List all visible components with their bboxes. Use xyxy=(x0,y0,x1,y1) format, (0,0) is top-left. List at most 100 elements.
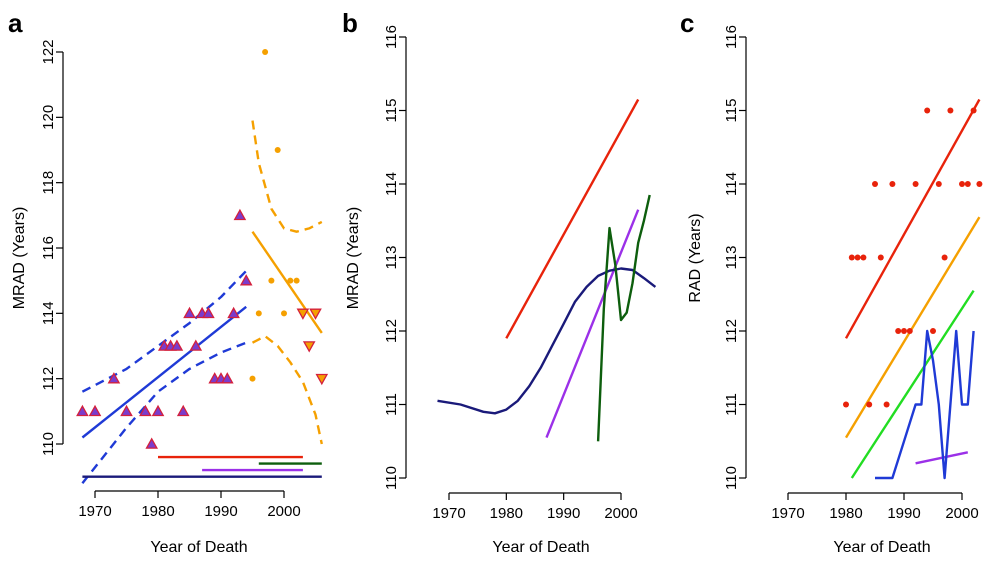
panel-b-ylabel: MRAD (Years) xyxy=(345,207,362,310)
data-point xyxy=(866,401,873,408)
series-line xyxy=(251,231,323,334)
data-point xyxy=(976,181,983,187)
data-point xyxy=(848,254,855,261)
data-point xyxy=(170,339,184,351)
panel-a-axes: 1970 1980 1990 2000 110 112 114 116 118 120 122 xyxy=(40,39,301,520)
data-point xyxy=(935,181,942,187)
panel-a-ylabel: MRAD (Years) xyxy=(11,207,28,310)
panel-letter-a: a xyxy=(8,8,23,38)
x-tick-label: 1980 xyxy=(829,505,862,522)
x-tick-label: 1980 xyxy=(490,505,523,522)
data-point xyxy=(959,181,965,187)
series-line xyxy=(875,329,975,480)
data-point xyxy=(912,181,919,187)
panel-c-axes: 1970 1980 1990 2000 110 111 112 113 114 115 116 xyxy=(723,25,979,522)
data-point xyxy=(255,310,262,317)
x-tick-label: 1990 xyxy=(547,505,580,522)
series-line xyxy=(81,341,247,484)
data-point xyxy=(249,375,256,382)
y-tick-label: 113 xyxy=(383,246,400,270)
data-point xyxy=(964,181,971,187)
series-line xyxy=(545,209,640,439)
data-point xyxy=(930,328,936,334)
panel-b: b 1970 1980 1990 2000110111112113114115116 … xyxy=(342,8,657,556)
panel-a: a 1970 1980 1990 2000110112114116118120122 … xyxy=(8,8,329,556)
data-point xyxy=(296,308,310,320)
y-tick-label: 112 xyxy=(383,319,400,343)
y-tick-label: 118 xyxy=(40,171,57,195)
data-point xyxy=(189,339,203,351)
panel-c-xlabel: Year of Death xyxy=(833,539,930,556)
data-point xyxy=(843,401,849,408)
y-tick-label: 116 xyxy=(723,25,740,49)
data-point xyxy=(287,277,294,284)
y-tick-label: 114 xyxy=(383,172,400,196)
data-point xyxy=(233,208,247,221)
panel-b-xlabel: Year of Death xyxy=(492,539,589,556)
y-tick-label: 111 xyxy=(383,393,400,416)
panel-a-lines xyxy=(81,120,323,484)
data-point xyxy=(947,107,954,114)
y-tick-label: 111 xyxy=(723,393,740,416)
series-line xyxy=(844,98,981,339)
panel-b-lines xyxy=(437,98,657,442)
data-point xyxy=(176,404,190,417)
data-point xyxy=(202,306,215,319)
x-tick-label: 1970 xyxy=(78,503,111,520)
panel-letter-b: b xyxy=(342,8,358,38)
data-point xyxy=(924,107,931,114)
y-tick-label: 116 xyxy=(383,25,400,49)
series-line xyxy=(850,289,975,479)
x-tick-label: 1970 xyxy=(432,505,465,522)
data-point xyxy=(183,306,196,319)
y-tick-label: 115 xyxy=(383,99,400,123)
x-tick-label: 1990 xyxy=(887,505,920,522)
series-line xyxy=(251,335,323,445)
y-tick-label: 115 xyxy=(723,99,740,123)
series-line xyxy=(81,270,248,393)
data-point xyxy=(906,328,913,334)
series-line xyxy=(596,194,651,442)
data-point xyxy=(220,372,234,384)
data-point xyxy=(309,308,322,320)
data-point xyxy=(895,328,902,334)
data-point xyxy=(970,107,977,114)
series-line xyxy=(437,267,657,415)
data-point xyxy=(120,404,133,417)
data-point xyxy=(274,147,281,153)
y-tick-label: 112 xyxy=(40,367,57,391)
series-line xyxy=(844,216,981,439)
panel-a-xlabel: Year of Death xyxy=(150,539,247,556)
y-tick-label: 110 xyxy=(40,432,57,456)
panel-letter-c: c xyxy=(680,8,694,38)
y-tick-label: 110 xyxy=(723,466,740,490)
panel-c-markers xyxy=(843,107,983,408)
data-point xyxy=(941,254,948,261)
x-tick-label: 2000 xyxy=(945,505,978,522)
data-point xyxy=(281,310,287,317)
data-point xyxy=(268,277,275,284)
panel-c-lines xyxy=(844,98,981,480)
data-point xyxy=(262,49,269,55)
series-line xyxy=(505,98,640,339)
y-tick-label: 114 xyxy=(723,172,740,196)
data-point xyxy=(315,373,329,386)
data-point xyxy=(901,328,907,334)
x-tick-label: 2000 xyxy=(267,503,300,520)
data-point xyxy=(239,274,253,286)
data-point xyxy=(151,404,165,417)
y-tick-label: 112 xyxy=(723,319,740,343)
data-point xyxy=(302,341,316,353)
x-tick-label: 1990 xyxy=(204,503,237,520)
x-tick-label: 1980 xyxy=(141,503,174,520)
x-tick-label: 2000 xyxy=(604,505,637,522)
data-point xyxy=(76,404,89,417)
y-tick-label: 120 xyxy=(40,105,57,130)
panel-c-ylabel: RAD (Years) xyxy=(687,213,704,302)
series-line xyxy=(251,120,323,233)
panel-b-axes: 1970 1980 1990 2000 110 111 112 113 114 115 116 xyxy=(383,25,638,522)
data-point xyxy=(872,181,878,187)
y-tick-label: 116 xyxy=(40,236,57,260)
series-line xyxy=(81,305,247,439)
data-point xyxy=(883,401,890,408)
